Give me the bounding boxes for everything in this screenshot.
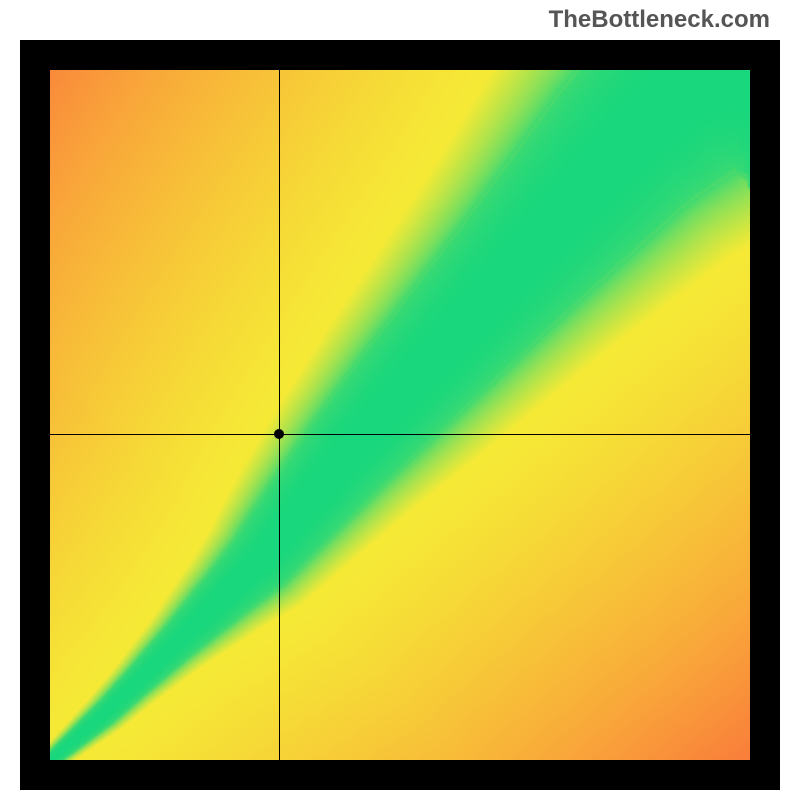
- figure-container: TheBottleneck.com: [0, 0, 800, 800]
- heatmap-canvas: [50, 70, 750, 760]
- marker-dot: [274, 429, 284, 439]
- crosshair-horizontal: [50, 434, 750, 435]
- crosshair-vertical: [279, 70, 280, 760]
- watermark-text: TheBottleneck.com: [549, 6, 770, 34]
